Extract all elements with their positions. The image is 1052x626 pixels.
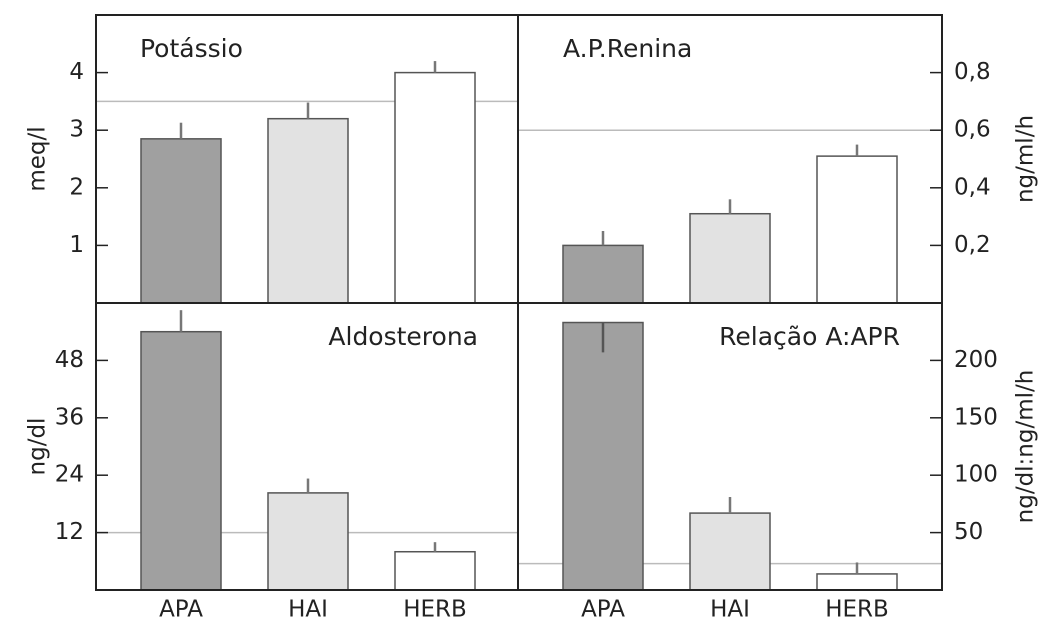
y-tick-label: 3	[69, 117, 84, 143]
y-tick-label: 100	[954, 462, 998, 488]
panel-frame	[517, 302, 943, 591]
x-tick-label: HERB	[825, 597, 889, 623]
y-tick-label: 50	[954, 519, 983, 545]
y-tick-label: 24	[55, 462, 84, 488]
y-tick-label: 0,4	[954, 174, 991, 200]
y-axis-label: ng/dl	[25, 418, 51, 476]
bar	[267, 492, 349, 591]
y-tick-label: 0,2	[954, 232, 991, 258]
x-tick-label: APA	[581, 597, 625, 623]
bar	[140, 138, 222, 304]
x-tick-label: APA	[159, 597, 203, 623]
y-tick-label: 4	[69, 59, 84, 85]
y-axis-label: ng/dl:ng/ml/h	[1013, 370, 1039, 524]
y-tick-label: 0,6	[954, 117, 991, 143]
y-tick-label: 200	[954, 347, 998, 373]
y-axis-label: ng/ml/h	[1013, 115, 1039, 203]
y-tick-label: 48	[55, 347, 84, 373]
y-tick-label: 2	[69, 174, 84, 200]
y-tick-label: 0,8	[954, 59, 991, 85]
y-tick-label: 36	[55, 404, 84, 430]
bar	[394, 550, 476, 591]
x-tick-label: HAI	[288, 597, 328, 623]
x-tick-label: HAI	[710, 597, 750, 623]
bar	[394, 71, 476, 304]
panel-title: A.P.Renina	[563, 34, 692, 63]
panel-title: Relação A:APR	[719, 322, 900, 351]
bar	[140, 330, 222, 591]
panel-title: Aldosterona	[328, 322, 478, 351]
x-tick-label: HERB	[403, 597, 467, 623]
bar	[816, 155, 898, 304]
panel-title: Potássio	[140, 34, 243, 63]
y-tick-label: 150	[954, 404, 998, 430]
bar	[267, 117, 349, 304]
bar	[562, 244, 644, 304]
bar	[562, 321, 644, 591]
y-tick-label: 12	[55, 519, 84, 545]
y-axis-label: meq/l	[25, 126, 51, 191]
bar	[689, 212, 771, 304]
bar	[689, 512, 771, 591]
bar	[816, 573, 898, 591]
y-tick-label: 1	[69, 232, 84, 258]
